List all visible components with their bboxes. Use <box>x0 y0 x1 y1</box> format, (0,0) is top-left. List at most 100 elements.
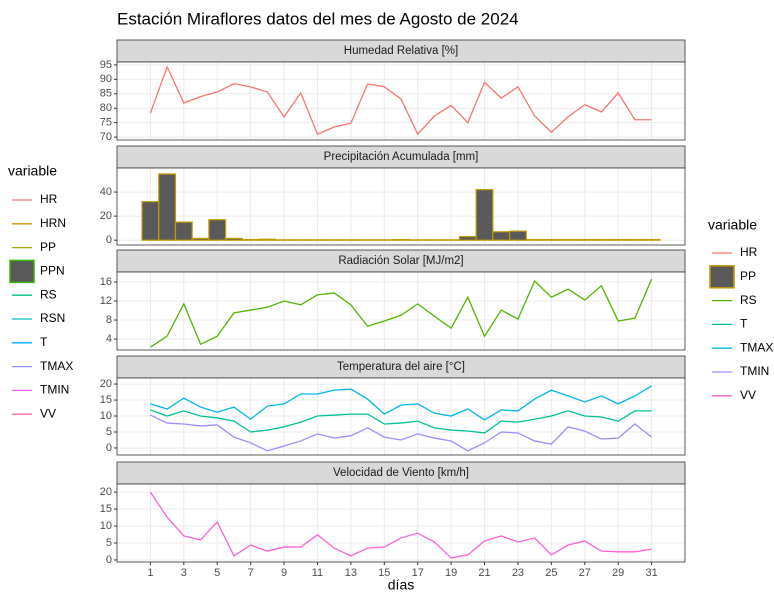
bar <box>174 221 193 241</box>
x-tick-label: 23 <box>512 567 524 579</box>
strip-text: Radiación Solar [MJ/m2] <box>338 255 463 267</box>
line <box>150 385 652 421</box>
bar <box>642 238 661 241</box>
legend-label: T <box>740 317 748 331</box>
bar <box>525 238 544 241</box>
line <box>149 491 652 559</box>
y-tick-label: 10 <box>100 410 112 422</box>
y-tick-label: 70 <box>100 131 112 143</box>
bar <box>508 230 527 241</box>
legend-label: VV <box>40 406 56 420</box>
y-tick-label: 20 <box>100 210 112 222</box>
line <box>149 65 652 136</box>
bar <box>575 238 594 241</box>
legend-label: HRN <box>40 216 66 230</box>
legend-label: RS <box>740 293 757 307</box>
bar <box>241 238 260 241</box>
bar <box>141 201 160 241</box>
legend-label: HR <box>740 245 758 259</box>
y-tick-label: 90 <box>100 73 112 85</box>
x-tick-label: 31 <box>645 567 657 579</box>
y-tick-label: 5 <box>106 426 112 438</box>
y-tick-label: 95 <box>100 59 112 71</box>
y-tick-label: 20 <box>100 486 112 498</box>
x-tick-label: 21 <box>478 567 490 579</box>
y-tick-label: 0 <box>106 442 112 454</box>
legend-label: TMAX <box>40 359 73 373</box>
strip-text: Velocidad de Viento [km/h] <box>333 467 469 479</box>
bar <box>258 238 277 241</box>
y-tick-label: 15 <box>100 394 112 406</box>
panel <box>117 272 685 350</box>
x-axis-label: días <box>388 577 414 593</box>
legend-label: VV <box>740 388 756 402</box>
panel-border <box>116 271 686 351</box>
bar <box>191 237 210 241</box>
legend-key <box>709 265 735 289</box>
panel-border <box>116 377 686 456</box>
legend-label: PP <box>740 269 756 283</box>
legend-label: PPN <box>40 264 65 278</box>
bar <box>542 238 561 241</box>
x-tick-label: 17 <box>412 567 424 579</box>
y-tick-label: 20 <box>100 378 112 390</box>
legend-label: HR <box>40 192 58 206</box>
bar <box>458 235 477 241</box>
y-tick-label: 12 <box>100 295 112 307</box>
legend-label: RSN <box>40 311 65 325</box>
x-tick-label: 9 <box>281 567 287 579</box>
line <box>150 409 652 434</box>
strip-text: Temperatura del aire [°C] <box>337 361 465 373</box>
legend-title: variable <box>708 217 757 233</box>
strip-text: Precipitación Acumulada [mm] <box>324 151 479 163</box>
legend-label: TMIN <box>740 364 769 378</box>
y-tick-label: 80 <box>100 102 112 114</box>
y-tick-label: 15 <box>100 503 112 515</box>
line <box>150 278 653 348</box>
legend-title: variable <box>8 163 57 179</box>
x-tick-label: 25 <box>545 567 557 579</box>
bar <box>475 189 494 241</box>
bar <box>592 238 611 241</box>
bar <box>392 238 410 241</box>
panel <box>117 484 685 562</box>
panel <box>117 62 685 140</box>
x-tick-label: 27 <box>579 567 591 579</box>
bar <box>158 173 177 241</box>
panel-border <box>116 167 686 246</box>
legend-label: T <box>40 335 48 349</box>
panel-border <box>116 61 686 141</box>
chart-title: Estación Miraflores datos del mes de Ago… <box>117 9 519 28</box>
y-tick-label: 10 <box>100 520 112 532</box>
x-tick-label: 7 <box>248 567 254 579</box>
legend-key <box>9 259 35 284</box>
y-tick-label: 0 <box>106 554 112 566</box>
legend-label: PP <box>40 240 56 254</box>
bar <box>208 219 227 241</box>
y-tick-label: 5 <box>106 537 112 549</box>
y-tick-label: 75 <box>100 117 112 129</box>
y-tick-label: 0 <box>106 234 112 246</box>
legend-label: TMIN <box>40 383 69 397</box>
x-tick-label: 29 <box>612 567 624 579</box>
bar <box>224 237 243 241</box>
bar <box>625 238 644 241</box>
y-tick-label: 4 <box>106 333 112 345</box>
y-tick-label: 85 <box>100 88 112 100</box>
legend-label: RS <box>40 287 57 301</box>
line <box>150 414 652 452</box>
x-tick-label: 13 <box>345 567 357 579</box>
y-tick-label: 40 <box>100 186 112 198</box>
x-tick-label: 11 <box>312 567 323 579</box>
panel-border <box>116 483 686 563</box>
bar <box>559 238 578 241</box>
legend-label: TMAX <box>740 340 773 354</box>
x-tick-label: 1 <box>147 567 153 579</box>
bar <box>609 238 628 241</box>
x-tick-label: 19 <box>445 567 457 579</box>
y-tick-label: 8 <box>106 314 112 326</box>
bar <box>492 231 511 241</box>
x-tick-label: 3 <box>181 567 187 579</box>
panel <box>117 168 685 245</box>
